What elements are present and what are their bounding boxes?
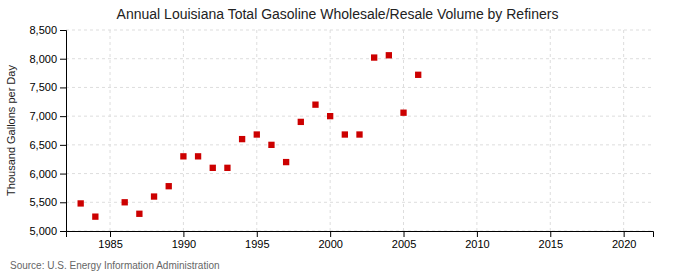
x-tick-label: 2005 [392,238,416,250]
x-tick: 2005 [392,231,416,250]
y-tick-mark [60,59,66,60]
grid-line-x [550,30,551,231]
grid-line-x [476,30,477,231]
grid-line-x [623,30,624,231]
title: Annual Louisiana Total Gasoline Wholesal… [117,6,559,22]
x-tick: 2000 [318,231,342,250]
x-tick: 1985 [98,231,122,250]
point [122,199,128,205]
point [210,165,216,171]
grid-line-y [66,202,653,203]
point [151,193,157,199]
y-tick-mark [60,87,66,88]
x-tick-label: 1990 [172,238,196,250]
grid-line-y [66,58,653,59]
x-axis: 1985 1990 1995 2000 2005 2010 2015 2020 [67,231,654,250]
x-tick-mark [257,231,258,237]
point [298,119,304,125]
x-tick: 1995 [245,231,269,250]
grid [66,30,653,231]
y-tick-label: 8,000 [29,53,57,65]
x-tick: 2020 [612,231,636,250]
grid-line-x [256,30,257,231]
point [254,131,260,137]
plot: 1985 1990 1995 2000 2005 2010 2015 2020 5,000 5,5… [29,24,653,250]
y-tick: 5,500 [29,196,66,208]
x-tick-mark [183,231,184,237]
point [327,113,333,119]
y-axis: 5,000 5,500 6,000 6,500 7,000 7,500 8,000 8,500 [29,24,66,237]
y-tick: 8,000 [29,53,66,65]
y-tick-label: 8,500 [29,24,57,36]
x-tick: 1990 [172,231,196,250]
x-tick-label: 2020 [612,238,636,250]
grid-line-x [110,30,111,231]
x-tick: 2015 [539,231,563,250]
grid-line-y [66,30,653,31]
x-tick-label: 1985 [98,238,122,250]
point [342,131,348,137]
x-tick-label: 2010 [465,238,489,250]
point [371,54,377,60]
point [92,213,98,219]
y-tick-mark [60,145,66,146]
point [386,52,392,58]
y-tick: 7,000 [29,110,66,122]
point [166,183,172,189]
points [78,52,422,220]
x-tick-label: 2000 [318,238,342,250]
y-axis-line [60,31,67,232]
x-tick-mark [110,231,111,237]
point [356,131,362,137]
y-tick: 6,500 [29,139,66,151]
y-tick-mark [60,202,66,203]
chart: 1985 1990 1995 2000 2005 2010 2015 2020 5,000 5,5… [0,0,675,275]
point [268,142,274,148]
source: Source: U.S. Energy Information Administ… [10,260,220,271]
x-tick-mark [330,231,331,237]
y-tick-mark [60,174,66,175]
y-tick-label: 6,000 [29,168,57,180]
point [195,153,201,159]
y-tick-label: 7,500 [29,81,57,93]
x-tick-mark [550,231,551,237]
grid-line-y [66,144,653,145]
x-axis-line [67,232,654,238]
x-tick-label: 1995 [245,238,269,250]
x-tick: 2010 [465,231,489,250]
grid-line-x [403,30,404,231]
point [78,200,84,206]
grid-line-y [66,116,653,117]
y-tick-label: 5,000 [29,225,57,237]
point [312,101,318,107]
y-tick: 7,500 [29,81,66,93]
y-axis-title: Thousand Gallons per Day [5,65,17,196]
x-tick-mark [624,231,625,237]
y-tick: 6,000 [29,168,66,180]
point [415,72,421,78]
y-tick: 8,500 [29,24,66,36]
point [136,211,142,217]
point [180,153,186,159]
grid-line-x [330,30,331,231]
y-tick: 5,000 [29,225,66,237]
y-tick-label: 7,000 [29,110,57,122]
y-tick-label: 6,500 [29,139,57,151]
point [224,165,230,171]
point [283,159,289,165]
point [400,110,406,116]
y-tick-mark [60,231,66,232]
x-tick-label: 2015 [539,238,563,250]
grid-line-y [66,173,653,174]
point [239,136,245,142]
x-tick-mark [404,231,405,237]
y-tick-label: 5,500 [29,196,57,208]
grid-line-x [183,30,184,231]
y-tick-mark [60,116,66,117]
grid-line-y [66,87,653,88]
y-tick-mark [60,30,66,31]
x-tick-mark [477,231,478,237]
